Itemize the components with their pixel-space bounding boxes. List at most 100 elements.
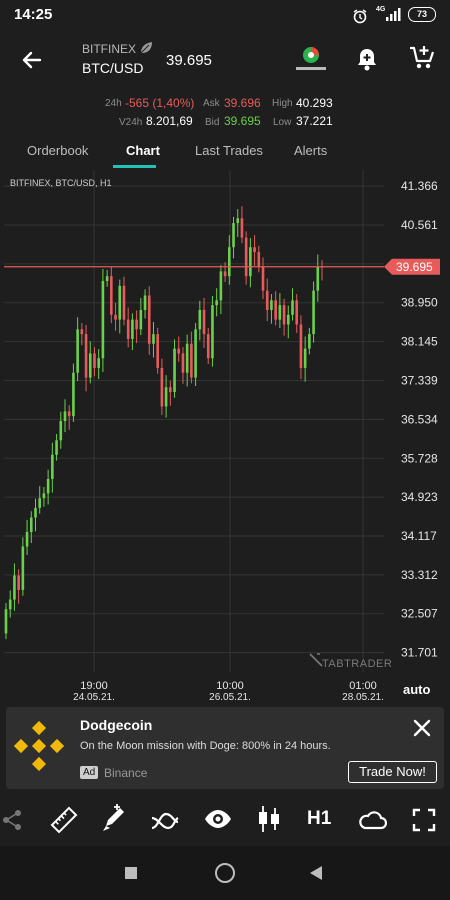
candle-body	[286, 314, 290, 325]
low-value: 37.221	[296, 114, 333, 128]
tab-bar: Orderbook Chart Last Trades Alerts	[0, 138, 450, 168]
watermark-text: TABTRADER	[322, 658, 392, 670]
y-tick-label: 37.339	[401, 374, 438, 388]
y-tick-label: 33.312	[401, 568, 438, 582]
home-icon[interactable]	[215, 863, 235, 883]
tabtrader-watermark: TABTRADER	[309, 653, 392, 670]
current-price: 39.695	[166, 52, 212, 69]
trade-now-button[interactable]: Trade Now!	[348, 761, 437, 783]
ruler-icon[interactable]	[50, 806, 78, 834]
timeframe-button[interactable]: H1	[307, 808, 332, 829]
y-tick-label: 36.534	[401, 412, 438, 426]
candle-body	[84, 334, 88, 378]
y-tick-label: 35.728	[401, 451, 438, 465]
candle-body	[202, 309, 206, 335]
candle-body	[143, 295, 147, 310]
binance-logo-icon	[14, 721, 64, 771]
ask-value: 39.696	[224, 96, 261, 110]
share-icon[interactable]	[0, 808, 24, 832]
candlestick-type-icon[interactable]	[256, 804, 282, 834]
chart-canvas[interactable]: 41.36640.56139.75638.95038.14537.33936.5…	[0, 170, 450, 703]
candle-body	[135, 319, 138, 330]
candle-body	[295, 300, 299, 325]
x-tick-date: 24.05.21.	[73, 692, 115, 702]
bid-label: Bid	[205, 117, 220, 128]
candle-body	[312, 290, 315, 335]
status-time: 14:25	[14, 6, 53, 23]
price-chart[interactable]: 41.36640.56139.75638.95038.14537.33936.5…	[0, 170, 450, 703]
y-tick-label: 34.923	[401, 490, 438, 504]
exchange-name: BITFINEX	[82, 42, 137, 56]
candle-body	[232, 223, 235, 248]
candle-body	[291, 300, 294, 315]
candle-body	[46, 478, 50, 494]
fullscreen-icon[interactable]	[412, 808, 436, 832]
candle-body	[240, 218, 244, 238]
candle-body	[34, 507, 37, 518]
tab-alerts[interactable]: Alerts	[294, 143, 328, 158]
candle-body	[160, 367, 164, 407]
y-tick-label: 40.561	[401, 218, 438, 232]
candle-body	[164, 387, 168, 407]
y-tick-label: 38.950	[401, 296, 438, 310]
candle-body	[211, 305, 214, 359]
candle-body	[63, 411, 67, 421]
system-nav-bar	[0, 846, 450, 900]
y-tick-label: 38.145	[401, 335, 438, 349]
network-type: 4G	[376, 6, 386, 13]
candle-body	[88, 353, 92, 378]
candle-body	[253, 247, 256, 253]
candle-body	[118, 285, 122, 320]
candle-body	[42, 493, 46, 499]
trading-pair: BTC/USD	[82, 60, 144, 76]
currency-com-logo[interactable]	[296, 44, 326, 74]
candle-body	[25, 532, 29, 547]
candle-body	[299, 324, 303, 368]
candle-body	[274, 300, 277, 320]
status-bar: 14:25 4G 73	[0, 0, 450, 30]
tab-orderbook[interactable]: Orderbook	[27, 143, 89, 158]
candle-body	[303, 348, 307, 368]
x-tick-time: 01:00	[349, 680, 377, 692]
change-label: 24h	[105, 98, 122, 109]
candle-body	[156, 334, 159, 368]
auto-scale-button[interactable]: auto	[403, 682, 431, 697]
battery-icon: 73	[408, 7, 436, 22]
candle-body	[80, 329, 84, 335]
add-to-cart-icon[interactable]	[408, 44, 436, 72]
y-tick-label: 31.701	[401, 646, 438, 660]
indicators-icon[interactable]	[150, 806, 180, 834]
candle-body	[122, 285, 126, 320]
eye-icon[interactable]	[203, 807, 233, 831]
candle-body	[55, 440, 58, 455]
ad-banner[interactable]: Dodgecoin On the Moon mission with Doge:…	[6, 707, 444, 789]
x-tick-date: 28.05.21.	[342, 692, 384, 702]
candle-body	[198, 309, 202, 330]
candle-body	[17, 575, 20, 590]
back-icon[interactable]	[309, 865, 323, 881]
leaf-icon	[140, 42, 152, 54]
candle-body	[169, 387, 172, 393]
candle-body	[244, 237, 248, 277]
candle-body	[316, 266, 320, 291]
cloud-icon[interactable]	[357, 808, 387, 832]
candle-body	[194, 329, 197, 378]
candle-body	[105, 276, 109, 282]
chart-toolbar: H1	[0, 796, 450, 846]
ad-body: On the Moon mission with Doge: 800% in 2…	[80, 740, 331, 752]
pencil-icon[interactable]	[100, 804, 128, 834]
y-tick-label: 41.366	[401, 179, 438, 193]
tab-last-trades[interactable]: Last Trades	[195, 143, 263, 158]
candle-body	[308, 334, 311, 349]
recent-apps-icon[interactable]	[125, 867, 137, 879]
candle-body	[185, 343, 189, 373]
candle-body	[29, 517, 33, 533]
y-tick-label: 34.117	[401, 529, 437, 543]
candle-body	[97, 358, 100, 368]
close-ad-icon[interactable]	[412, 718, 432, 738]
alert-bell-icon[interactable]	[354, 46, 380, 72]
candle-body	[76, 329, 79, 373]
candle-body	[278, 305, 282, 320]
tab-chart[interactable]: Chart	[126, 143, 160, 158]
back-arrow-icon[interactable]	[20, 48, 44, 72]
